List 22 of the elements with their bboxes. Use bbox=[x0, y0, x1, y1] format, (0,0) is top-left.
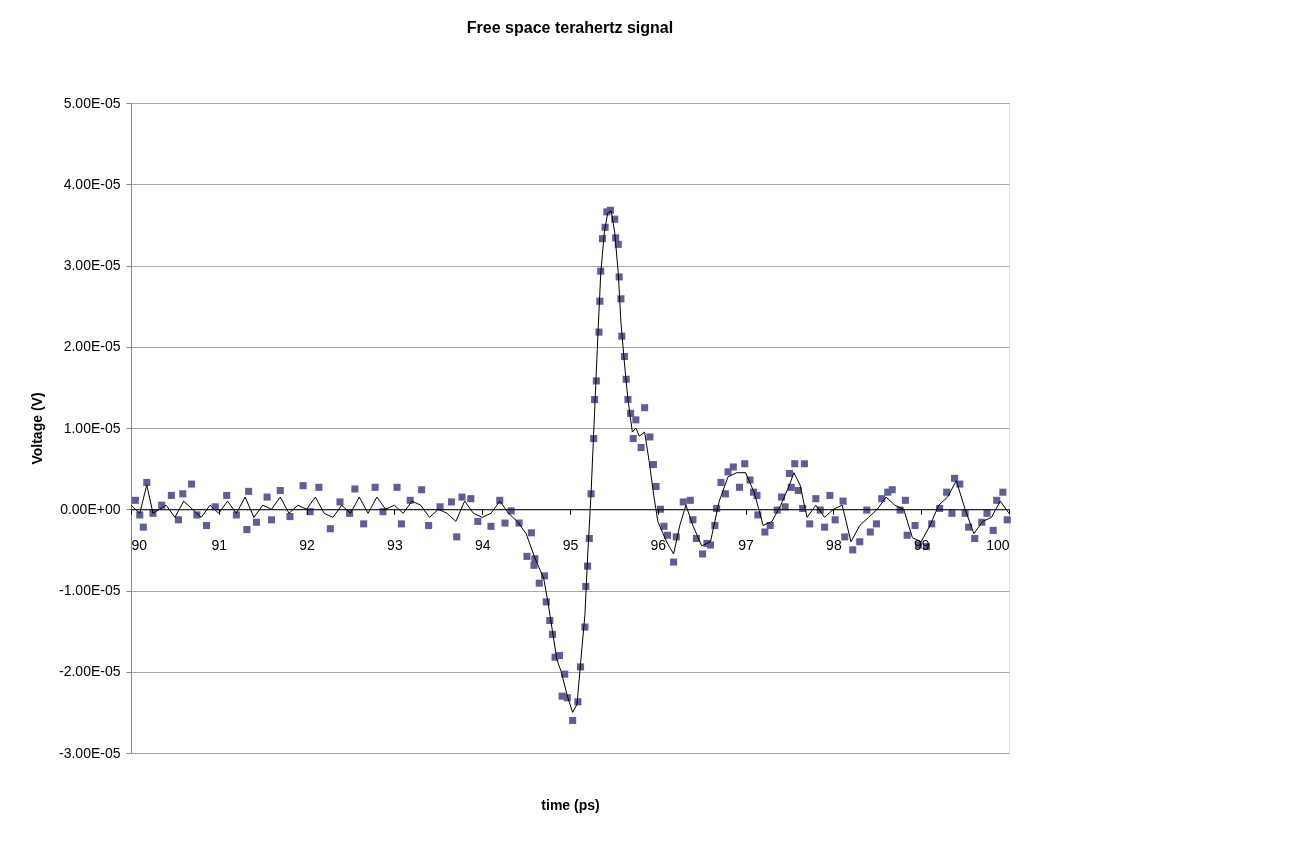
x-tick-label: 98 bbox=[826, 536, 842, 553]
x-tick-label: 90 bbox=[131, 536, 148, 553]
chart-title: Free space terahertz signal bbox=[466, 19, 674, 36]
y-tick-label: 4.00E-05 bbox=[63, 175, 121, 192]
x-tick-label: 100 bbox=[986, 536, 1010, 553]
y-tick-label: 1.00E-05 bbox=[63, 419, 121, 436]
x-tick-label: 95 bbox=[562, 536, 579, 553]
x-axis-title: time (ps) bbox=[541, 796, 600, 813]
y-tick-label: -1.00E-05 bbox=[59, 582, 121, 598]
x-tick-label: 92 bbox=[299, 536, 316, 553]
y-tick-label: -2.00E-05 bbox=[59, 663, 121, 680]
x-tick-label: 93 bbox=[387, 536, 403, 553]
y-axis-title: Voltage (V) bbox=[29, 392, 46, 465]
y-tick-label: 3.00E-05 bbox=[63, 257, 121, 273]
x-tick-label: 96 bbox=[650, 536, 667, 553]
y-tick-label: -3.00E-05 bbox=[59, 744, 121, 761]
x-tick-label: 97 bbox=[738, 536, 755, 553]
x-tick-label: 91 bbox=[211, 536, 228, 553]
y-tick-label: 5.00E-05 bbox=[63, 94, 121, 111]
x-tick-label: 94 bbox=[474, 536, 491, 553]
y-tick-label: 0.00E+00 bbox=[60, 500, 121, 517]
y-tick-label: 2.00E-05 bbox=[63, 338, 121, 355]
